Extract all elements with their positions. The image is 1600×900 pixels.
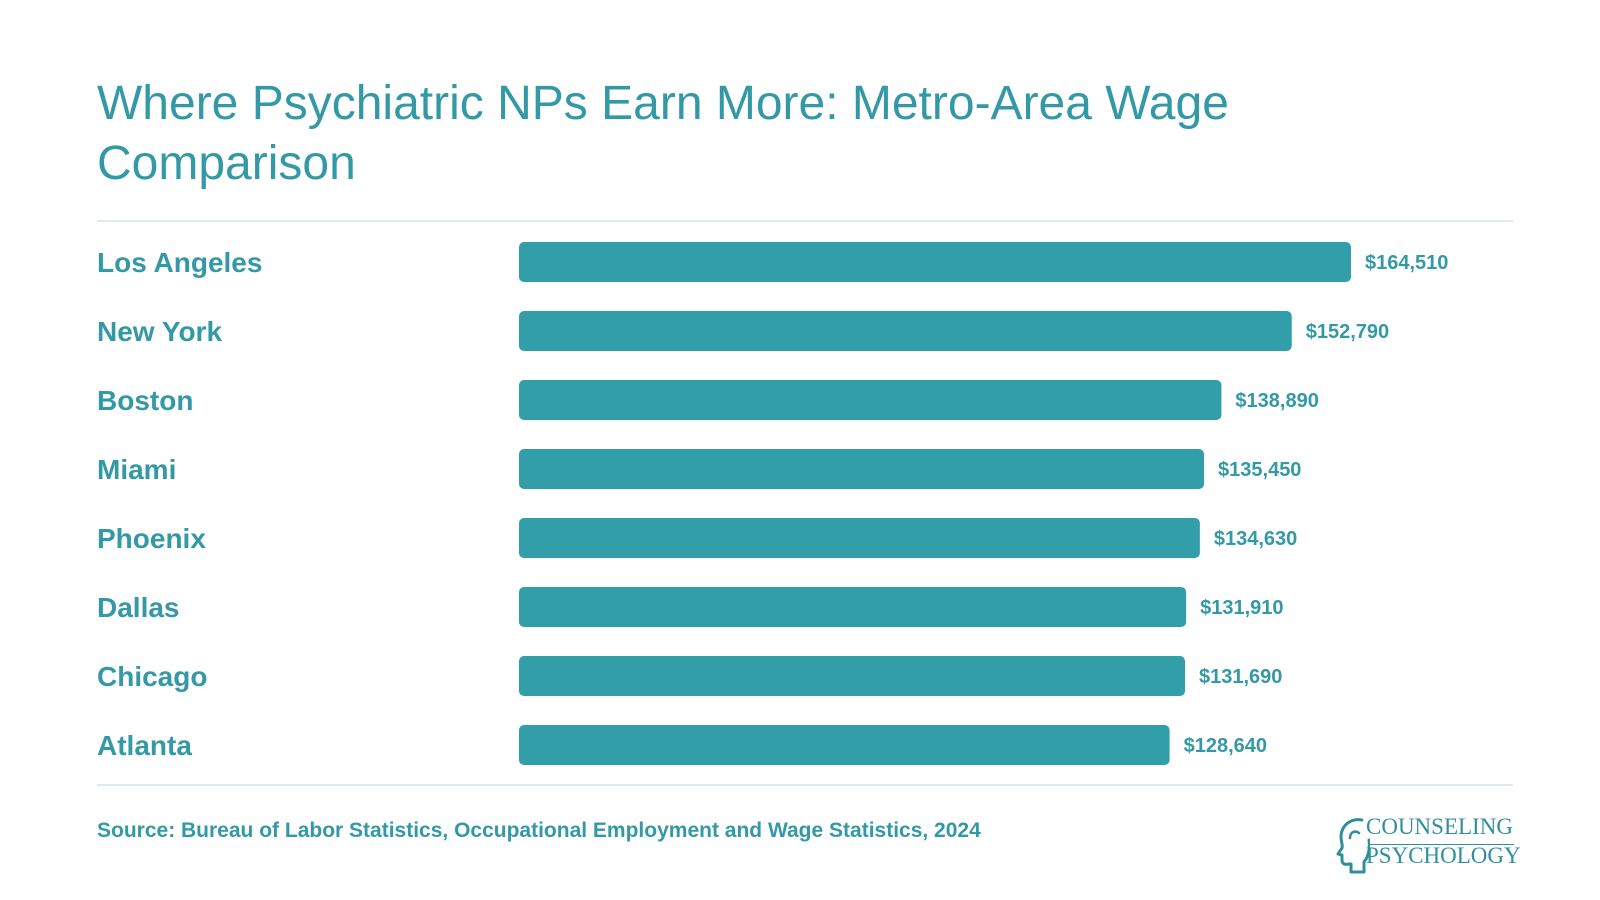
logo-text-counseling: COUNSELING xyxy=(1366,814,1513,839)
category-label: New York xyxy=(97,316,222,347)
logo-divider xyxy=(1368,844,1514,845)
data-label: $131,690 xyxy=(1199,666,1282,688)
category-label: Dallas xyxy=(97,592,180,623)
bar xyxy=(519,380,1222,420)
bottom-divider xyxy=(97,784,1513,786)
data-label: $152,790 xyxy=(1306,321,1389,343)
category-label: Los Angeles xyxy=(97,247,262,278)
data-label: $135,450 xyxy=(1218,459,1301,481)
category-label: Phoenix xyxy=(97,523,206,554)
data-label: $134,630 xyxy=(1214,528,1297,550)
head-profile-icon xyxy=(1336,818,1370,874)
source-note: Source: Bureau of Labor Statistics, Occu… xyxy=(97,819,981,842)
bar xyxy=(519,587,1187,627)
category-label: Miami xyxy=(97,454,176,485)
data-label: $131,910 xyxy=(1200,597,1283,619)
brand-logo: COUNSELING PSYCHOLOGY xyxy=(1336,814,1521,876)
bar xyxy=(519,656,1186,696)
bar xyxy=(519,518,1200,558)
bar xyxy=(519,311,1292,351)
chart-title: Where Psychiatric NPs Earn More: Metro-A… xyxy=(97,77,1229,190)
bar xyxy=(519,449,1205,489)
data-label: $128,640 xyxy=(1184,735,1267,757)
bar xyxy=(519,725,1170,765)
data-label: $138,890 xyxy=(1235,390,1318,412)
category-label: Boston xyxy=(97,385,193,416)
data-label: $164,510 xyxy=(1365,252,1448,274)
top-divider xyxy=(97,220,1513,222)
category-label: Chicago xyxy=(97,661,207,692)
logo-text-psychology: PSYCHOLOGY xyxy=(1366,843,1521,868)
bar xyxy=(519,242,1351,282)
category-label: Atlanta xyxy=(97,730,192,761)
